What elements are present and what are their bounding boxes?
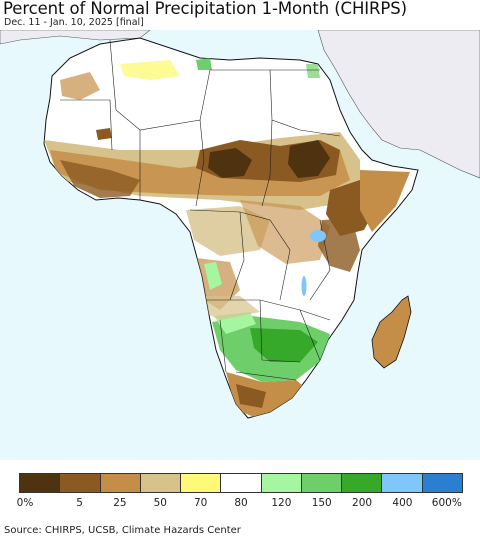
africa-map-svg [0,30,480,419]
legend-label: 0% [16,497,34,509]
legend-swatch [261,474,302,492]
legend-label: 50 [153,497,167,509]
legend-label: 80 [234,497,248,509]
legend-label: 25 [113,497,127,509]
legend-swatch [100,474,141,492]
source-credit: Source: CHIRPS, UCSB, Climate Hazards Ce… [4,525,241,536]
precipitation-map [0,30,480,460]
legend-swatch [60,474,101,492]
lake-victoria [310,230,326,242]
legend-swatch [221,474,262,492]
legend-swatch [422,474,462,492]
middle-east-land [317,30,480,179]
legend-swatch [342,474,383,492]
madagascar [371,295,412,369]
lake-tanganyika [301,276,307,296]
legend-swatch [20,474,61,492]
legend-label: 120 [271,497,292,509]
legend-swatch [140,474,182,492]
legend-swatch [382,474,423,492]
legend-swatch [181,474,222,492]
date-range-subtitle: Dec. 11 - Jan. 10, 2025 [final] [4,17,144,28]
precipitation-anomaly-layer [44,58,410,418]
legend-label: 400 [392,497,413,509]
legend-labels: 0% 5 25 50 70 80 120 150 200 400 600% [0,497,480,511]
legend-label: 200 [352,497,373,509]
legend-label: 5 [76,497,83,509]
color-legend [19,473,463,493]
legend-label: 70 [193,497,208,509]
map-title: Percent of Normal Precipitation 1-Month … [3,0,407,18]
country-borders [60,39,341,381]
legend-label: 600% [431,497,462,509]
legend-swatch [301,474,343,492]
legend-label: 150 [311,497,332,509]
europe-land [0,30,151,45]
